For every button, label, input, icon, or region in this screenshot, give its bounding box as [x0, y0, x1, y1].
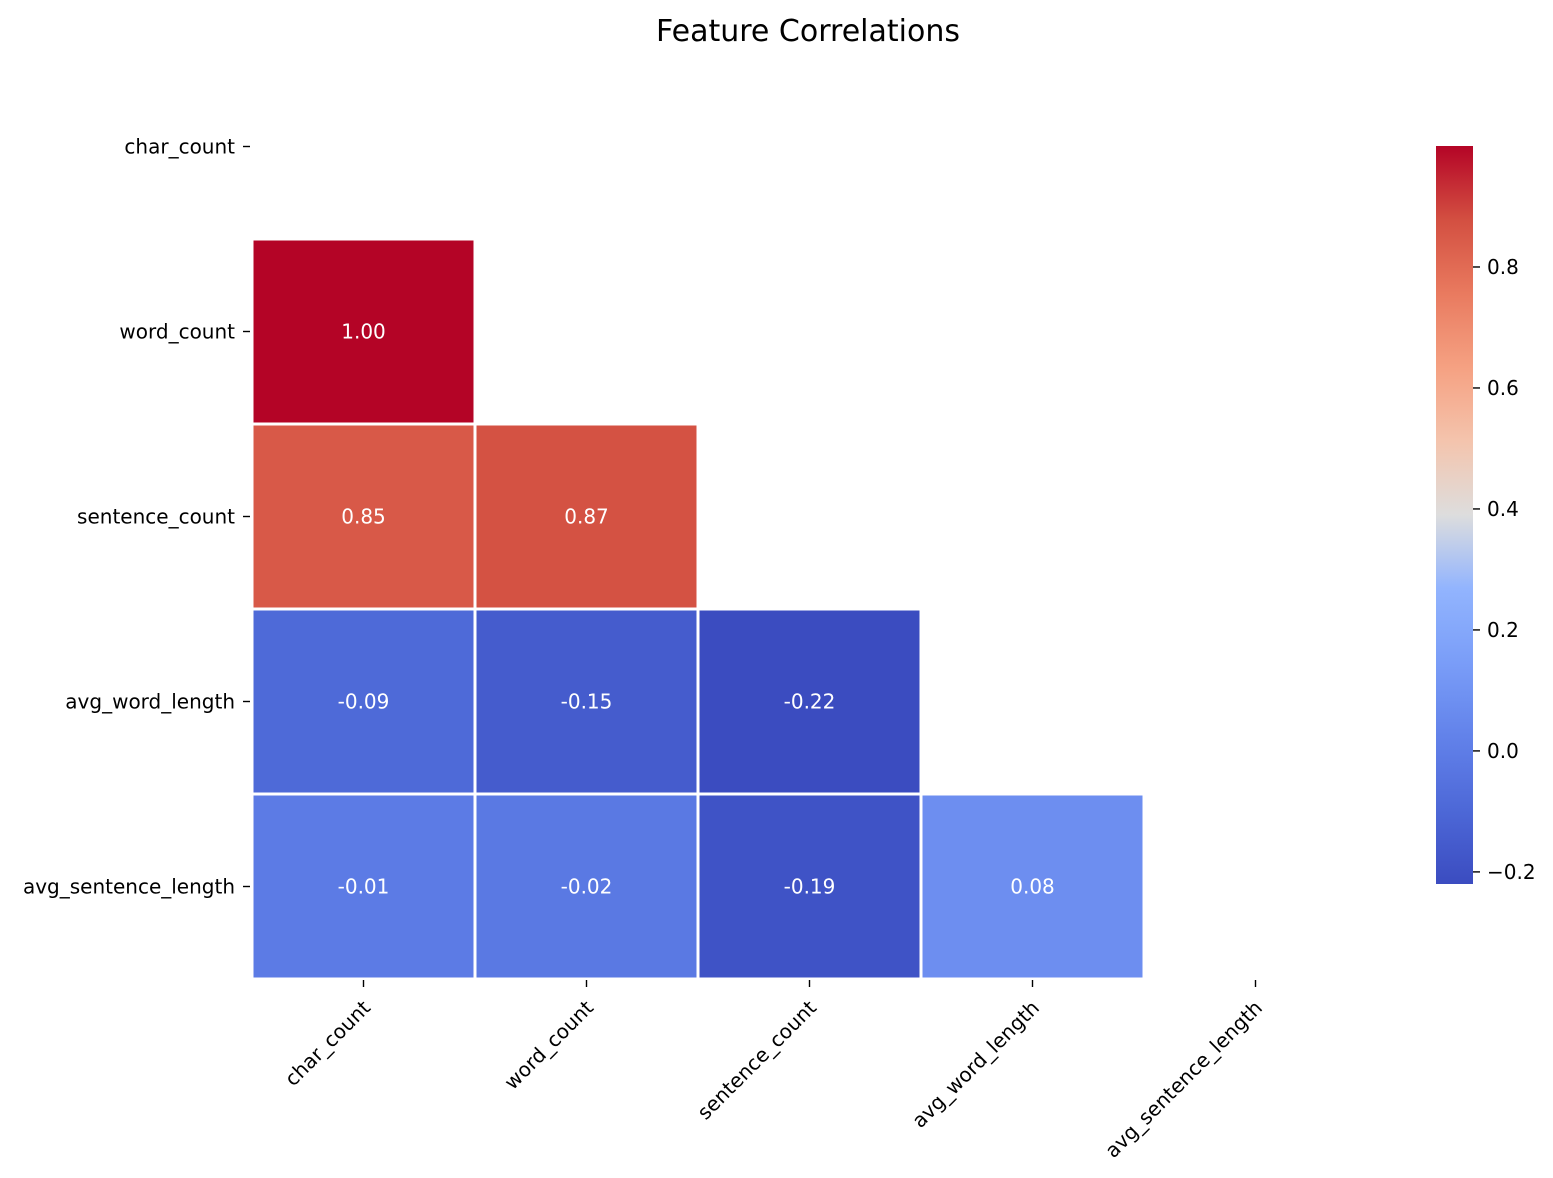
x-tick-label: avg_sentence_length: [1100, 996, 1267, 1163]
colorbar: −0.2 0.0 0.2 0.4 0.6 0.8: [1436, 146, 1536, 884]
heatmap-cell: [696, 607, 923, 796]
x-tick-label: sentence_count: [692, 995, 821, 1124]
y-tick-label: avg_sentence_length: [23, 875, 235, 899]
cell-value-label: 0.08: [1010, 875, 1055, 899]
cell-value-label: -0.01: [338, 875, 390, 899]
y-axis: char_count word_count sentence_count avg_wo…: [23, 135, 250, 899]
colorbar-tick-label: 0.2: [1487, 618, 1519, 642]
y-tick-label: word_count: [119, 320, 235, 344]
heatmap-cell: [473, 422, 700, 611]
heatmap-cell: [250, 422, 477, 611]
x-axis: char_count word_count sentence_count avg_wo…: [280, 980, 1267, 1162]
colorbar-tick-label: 0.0: [1487, 739, 1519, 763]
heatmap-cell: [250, 237, 477, 426]
cell-value-label: -0.22: [784, 690, 836, 714]
x-tick-label: word_count: [499, 995, 598, 1094]
heatmap-cell: [919, 792, 1146, 981]
x-tick-label: char_count: [280, 995, 375, 1090]
colorbar-tick-label: 0.8: [1487, 255, 1519, 279]
y-tick-label: char_count: [124, 135, 235, 159]
y-tick-label: sentence_count: [77, 505, 235, 529]
colorbar-tick-label: 0.4: [1487, 497, 1519, 521]
heatmap-cell: [696, 792, 923, 981]
heatmap-cell: [250, 607, 477, 796]
colorbar-tick-label: −0.2: [1487, 860, 1536, 884]
cell-value-label: 1.00: [341, 320, 386, 344]
cell-value-label: -0.19: [784, 875, 836, 899]
heatmap-cell: [473, 792, 700, 981]
colorbar-tick-label: 0.6: [1487, 376, 1519, 400]
heatmap-cell: [250, 792, 477, 981]
cell-value-label: -0.02: [561, 875, 613, 899]
cell-value-label: -0.15: [561, 690, 613, 714]
colorbar-gradient: [1436, 146, 1473, 884]
cell-value-label: 0.87: [564, 505, 609, 529]
x-tick-label: avg_word_length: [907, 996, 1044, 1133]
y-tick-label: avg_word_length: [65, 690, 235, 714]
heatmap-cells: 1.00 0.85 0.87 -0.09 -0.15 -0.22 -0.01 -0.02 -0.…: [250, 237, 1146, 981]
cell-value-label: -0.09: [338, 690, 390, 714]
chart-title: Feature Correlations: [656, 14, 960, 49]
cell-value-label: 0.85: [341, 505, 386, 529]
